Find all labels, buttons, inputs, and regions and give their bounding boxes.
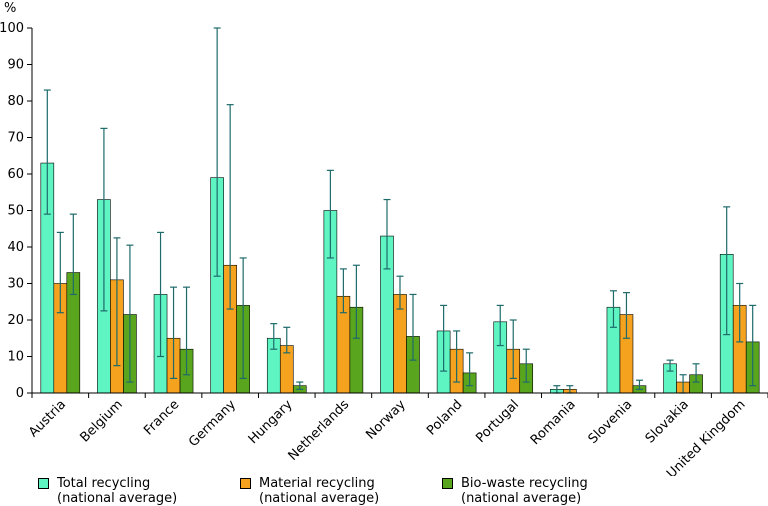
y-tick-label: 30 xyxy=(7,277,24,292)
legend: Total recycling (national average) Mater… xyxy=(0,476,768,506)
x-category-label: Norway xyxy=(363,397,409,443)
legend-swatch-total xyxy=(38,478,49,489)
y-tick-label: 20 xyxy=(7,313,24,328)
legend-label-total: Total recycling xyxy=(57,476,151,491)
x-axis: Austria Belgium France Germany HungaryNether… xyxy=(26,392,768,476)
y-axis: 0 10 20 30 40 50 60 70 80 90 100 xyxy=(0,21,33,401)
legend-sublabel-total: (national average) xyxy=(57,491,178,506)
legend-item-total: Total recycling (national average) xyxy=(38,476,177,506)
y-tick-label: 40 xyxy=(7,240,24,255)
y-tick-label: 10 xyxy=(7,350,24,365)
legend-item-biowaste: Bio-waste recycling (national average) xyxy=(442,476,588,506)
x-category-label: Romania xyxy=(528,397,579,448)
x-category-label: Hungary xyxy=(246,397,296,447)
legend-item-material: Material recycling (national average) xyxy=(240,476,379,506)
legend-label-material: Material recycling xyxy=(259,476,375,491)
error-bars-group xyxy=(43,27,757,394)
x-category-label: Netherlands xyxy=(286,397,353,464)
x-category-label: Slovakia xyxy=(643,397,692,446)
y-tick-label: 0 xyxy=(16,386,24,401)
y-tick-label: 100 xyxy=(0,21,24,36)
legend-label-biowaste: Bio-waste recycling xyxy=(461,476,588,491)
x-category-label: Poland xyxy=(424,397,465,438)
legend-sublabel-material: (national average) xyxy=(259,491,380,506)
y-tick-label: 80 xyxy=(7,94,24,109)
legend-swatch-material xyxy=(240,478,251,489)
y-unit-label: % xyxy=(4,1,16,16)
bar-chart: % 0 10 20 30 40 50 60 70 80 90 100 Austria Belgium F… xyxy=(0,1,768,476)
x-category-label: France xyxy=(141,397,182,438)
y-tick-label: 60 xyxy=(7,167,24,182)
x-category-label: Slovenia xyxy=(586,397,636,447)
y-tick-label: 50 xyxy=(7,204,24,219)
x-category-label: Germany xyxy=(186,397,239,450)
y-tick-label: 90 xyxy=(7,58,24,73)
x-category-label: Portugal xyxy=(473,397,522,446)
legend-sublabel-biowaste: (national average) xyxy=(461,491,582,506)
x-category-label: Austria xyxy=(26,397,69,440)
legend-swatch-biowaste xyxy=(442,478,453,489)
y-tick-label: 70 xyxy=(7,131,24,146)
x-category-label: Belgium xyxy=(77,397,125,445)
